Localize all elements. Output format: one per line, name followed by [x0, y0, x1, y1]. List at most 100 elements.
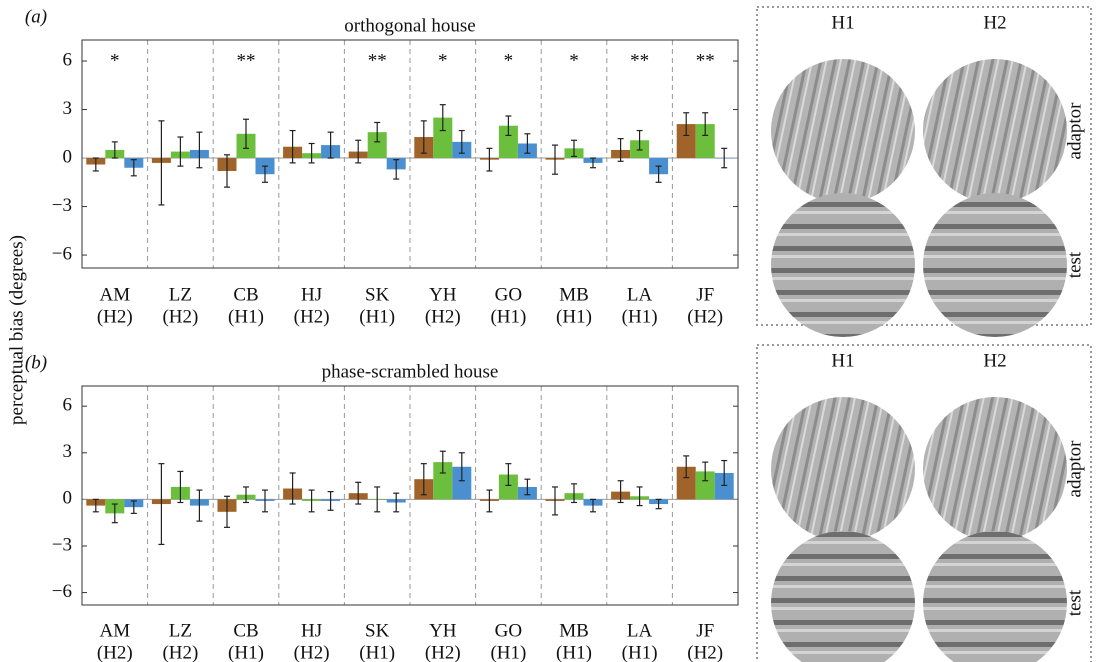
error-bar — [617, 138, 624, 162]
error-bar — [289, 129, 296, 164]
x-tick-label: CB — [233, 284, 258, 305]
x-tick-sublabel: (H2) — [162, 642, 198, 662]
error-bar — [721, 147, 728, 169]
chart-title: orthogonal house — [344, 15, 475, 36]
column-label: H1 — [831, 350, 854, 371]
error-bar — [636, 486, 643, 507]
x-tick-sublabel: (H2) — [97, 642, 133, 662]
x-tick-sublabel: (H1) — [359, 306, 395, 327]
error-bar — [439, 104, 446, 132]
y-tick-label: 6 — [63, 49, 73, 70]
y-tick-label: −3 — [52, 195, 72, 216]
x-tick-label: SK — [365, 284, 390, 305]
error-bar — [524, 478, 531, 496]
column-label: H2 — [983, 12, 1006, 33]
x-tick-label: JF — [696, 620, 714, 641]
error-bar — [130, 159, 137, 177]
x-tick-label: HJ — [301, 620, 322, 641]
test-image — [771, 193, 915, 337]
error-bar — [177, 470, 184, 504]
significance: * — [438, 50, 448, 71]
x-tick-sublabel: (H2) — [687, 306, 723, 327]
y-tick-label: 3 — [63, 98, 73, 119]
error-bar — [130, 500, 137, 514]
x-tick-label: GO — [495, 284, 522, 305]
error-bar — [243, 118, 249, 149]
x-tick-sublabel: (H1) — [490, 306, 526, 327]
significance: ** — [630, 50, 649, 71]
x-tick-label: MB — [559, 284, 589, 305]
y-tick-label: −6 — [52, 581, 72, 602]
error-bar — [683, 455, 690, 479]
x-tick-label: SK — [365, 620, 390, 641]
axes-frame — [81, 39, 739, 269]
error-bar — [524, 133, 531, 154]
x-tick-sublabel: (H1) — [556, 642, 592, 662]
axes-frame — [81, 385, 739, 606]
bar — [676, 124, 696, 159]
error-bar — [590, 157, 596, 169]
error-bar — [262, 489, 268, 513]
x-tick-label: CB — [233, 620, 258, 641]
row-label: test — [1064, 251, 1085, 278]
error-bar — [92, 157, 99, 172]
error-bar — [355, 139, 362, 164]
error-bar — [683, 112, 690, 137]
adaptor-image — [771, 397, 915, 541]
test-image — [923, 531, 1067, 662]
x-tick-sublabel: (H1) — [622, 642, 658, 662]
adaptor-image — [923, 59, 1067, 203]
error-bar — [177, 136, 184, 167]
error-bar — [327, 491, 334, 511]
x-tick-label: GO — [495, 620, 522, 641]
error-bar — [420, 463, 427, 496]
y-tick-label: 6 — [63, 395, 73, 416]
x-tick-label: LZ — [169, 284, 192, 305]
y-tick-label: −6 — [52, 243, 72, 264]
panel-label: (a) — [25, 6, 47, 27]
x-tick-label: HJ — [301, 284, 322, 305]
error-bar — [289, 472, 296, 505]
error-bar — [224, 154, 230, 188]
adaptor-image — [771, 59, 915, 203]
bar — [676, 466, 696, 500]
x-tick-label: AM — [99, 284, 130, 305]
error-bar — [655, 165, 662, 183]
error-bar — [505, 115, 512, 137]
column-label: H1 — [831, 12, 854, 33]
x-tick-sublabel: (H2) — [425, 306, 461, 327]
test-image — [771, 531, 915, 662]
error-bar — [224, 495, 230, 528]
row-label: adaptor — [1064, 440, 1085, 498]
error-bar — [374, 121, 381, 143]
error-bar — [721, 459, 728, 487]
image-frame — [756, 6, 1092, 326]
bar — [452, 466, 472, 500]
error-bar — [458, 452, 465, 482]
error-bar — [393, 492, 400, 513]
x-tick-sublabel: (H1) — [359, 642, 395, 662]
error-bar — [196, 489, 203, 522]
significance: * — [110, 50, 120, 71]
y-tick-label: 3 — [63, 441, 73, 462]
image-frame — [756, 344, 1092, 662]
panel-label: (b) — [25, 352, 47, 373]
significance: * — [569, 50, 579, 71]
error-bar — [552, 486, 558, 516]
bar — [714, 472, 734, 500]
bar — [433, 117, 453, 159]
x-tick-sublabel: (H2) — [687, 642, 723, 662]
x-tick-sublabel: (H2) — [425, 642, 461, 662]
error-bar — [393, 159, 400, 180]
x-tick-sublabel: (H2) — [294, 306, 330, 327]
row-label: adaptor — [1064, 102, 1085, 160]
test-image — [923, 193, 1067, 337]
error-bar — [355, 481, 362, 505]
x-tick-sublabel: (H2) — [294, 642, 330, 662]
error-bar — [702, 112, 709, 137]
bar — [695, 471, 715, 500]
error-bar — [111, 141, 118, 159]
error-bar — [158, 463, 165, 546]
x-tick-label: JF — [696, 284, 714, 305]
x-tick-sublabel: (H2) — [97, 306, 133, 327]
